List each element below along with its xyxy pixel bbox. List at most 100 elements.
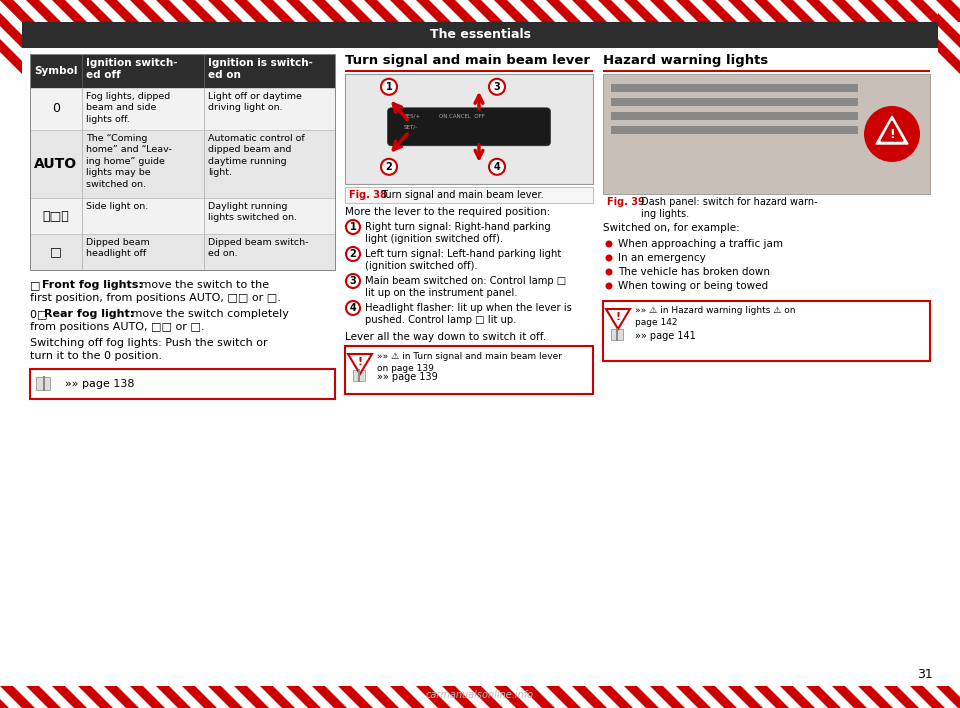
Polygon shape (858, 686, 893, 708)
Polygon shape (876, 116, 908, 144)
Text: Ignition is switch-
ed on: Ignition is switch- ed on (208, 58, 313, 81)
Text: Switching off fog lights: Push the switch or: Switching off fog lights: Push the switc… (30, 338, 268, 348)
Text: Dash panel: switch for hazard warn-
ing lights.: Dash panel: switch for hazard warn- ing … (641, 197, 818, 219)
Text: The essentials: The essentials (429, 28, 531, 42)
Circle shape (346, 220, 360, 234)
Text: 3: 3 (493, 82, 500, 92)
Polygon shape (468, 0, 503, 22)
Text: !: ! (615, 312, 620, 322)
Polygon shape (598, 0, 960, 708)
Circle shape (606, 241, 612, 248)
Text: »» ⚠ in Turn signal and main beam lever: »» ⚠ in Turn signal and main beam lever (377, 352, 562, 361)
Polygon shape (364, 0, 960, 708)
Polygon shape (572, 0, 960, 708)
Text: 31: 31 (917, 668, 933, 681)
Polygon shape (0, 0, 35, 22)
Polygon shape (676, 0, 960, 708)
Bar (611, 84, 858, 92)
Polygon shape (26, 0, 61, 22)
Polygon shape (234, 0, 269, 22)
Polygon shape (546, 686, 581, 708)
Polygon shape (78, 686, 113, 708)
Polygon shape (390, 686, 425, 708)
Text: Right turn signal: Right-hand parking
light (ignition switched off).: Right turn signal: Right-hand parking li… (365, 222, 551, 244)
Polygon shape (260, 0, 295, 22)
Polygon shape (546, 0, 581, 22)
Circle shape (864, 106, 920, 162)
Polygon shape (364, 686, 399, 708)
Text: 4: 4 (493, 162, 500, 172)
Polygon shape (728, 686, 763, 708)
Polygon shape (208, 686, 243, 708)
Circle shape (346, 247, 360, 261)
Bar (204, 234, 205, 270)
Polygon shape (208, 0, 243, 22)
Bar (82, 234, 83, 270)
Polygon shape (182, 686, 217, 708)
Text: When towing or being towed: When towing or being towed (618, 281, 768, 291)
Polygon shape (702, 0, 960, 708)
Text: When approaching a traffic jam: When approaching a traffic jam (618, 239, 783, 249)
Polygon shape (606, 309, 630, 329)
Circle shape (489, 159, 505, 175)
Text: Headlight flasher: lit up when the lever is
pushed. Control lamp □ lit up.: Headlight flasher: lit up when the lever… (365, 303, 572, 326)
Polygon shape (260, 0, 960, 708)
Circle shape (381, 79, 397, 95)
Text: »» page 141: »» page 141 (635, 331, 696, 341)
Text: 4: 4 (349, 303, 356, 313)
Polygon shape (520, 686, 555, 708)
Text: !: ! (889, 127, 895, 140)
Text: Ignition switch-
ed off: Ignition switch- ed off (86, 58, 178, 81)
Polygon shape (312, 0, 347, 22)
Bar (353, 370, 365, 381)
Polygon shape (886, 0, 960, 708)
Polygon shape (364, 0, 399, 22)
Text: Fig. 38: Fig. 38 (349, 190, 387, 200)
Polygon shape (390, 0, 425, 22)
Polygon shape (104, 0, 825, 708)
Bar (345, 346, 593, 394)
Polygon shape (0, 686, 35, 708)
Polygon shape (156, 0, 877, 708)
Bar (204, 130, 205, 198)
Polygon shape (624, 686, 659, 708)
Text: carmanualsonline.info: carmanualsonline.info (426, 690, 534, 700)
Polygon shape (130, 0, 165, 22)
Polygon shape (728, 0, 763, 22)
Text: 0□: 0□ (30, 309, 51, 319)
Polygon shape (26, 686, 61, 708)
Polygon shape (884, 686, 919, 708)
Circle shape (606, 268, 612, 275)
Polygon shape (910, 0, 945, 22)
Polygon shape (130, 686, 165, 708)
Text: Main beam switched on: Control lamp □
lit up on the instrument panel.: Main beam switched on: Control lamp □ li… (365, 276, 566, 298)
Polygon shape (858, 0, 960, 708)
Polygon shape (348, 354, 372, 374)
Polygon shape (468, 0, 960, 708)
Text: Front fog lights:: Front fog lights: (42, 280, 143, 290)
Polygon shape (0, 686, 9, 708)
Polygon shape (832, 0, 960, 708)
Text: Automatic control of
dipped beam and
daytime running
light.: Automatic control of dipped beam and day… (208, 134, 304, 177)
Polygon shape (442, 0, 960, 708)
Text: Symbol: Symbol (35, 66, 78, 76)
Polygon shape (780, 0, 815, 22)
Text: In an emergency: In an emergency (618, 253, 706, 263)
Polygon shape (104, 0, 139, 22)
Text: Lever all the way down to switch it off.: Lever all the way down to switch it off. (345, 332, 546, 342)
Text: Dipped beam
headlight off: Dipped beam headlight off (86, 238, 150, 258)
Text: Turn signal and main beam lever.: Turn signal and main beam lever. (381, 190, 543, 200)
Polygon shape (338, 686, 373, 708)
Polygon shape (884, 0, 919, 22)
Polygon shape (520, 0, 960, 708)
Polygon shape (234, 686, 269, 708)
Polygon shape (624, 0, 659, 22)
Polygon shape (881, 121, 903, 141)
Bar (611, 112, 858, 120)
Polygon shape (156, 686, 191, 708)
Text: !: ! (357, 357, 363, 367)
Bar (611, 329, 623, 340)
Circle shape (606, 282, 612, 290)
Polygon shape (702, 686, 737, 708)
Text: □: □ (30, 280, 44, 290)
